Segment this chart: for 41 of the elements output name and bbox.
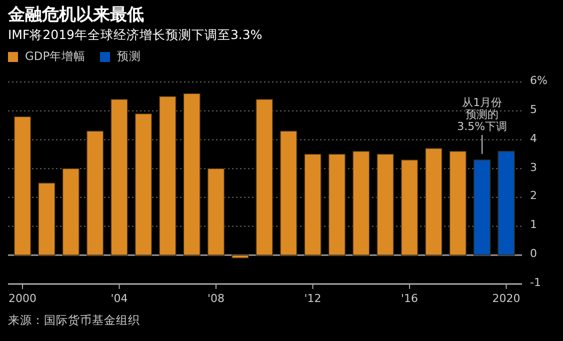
bar	[449, 150, 467, 256]
bar	[425, 148, 442, 256]
y-tick-label: 4	[530, 132, 537, 145]
bar	[280, 130, 298, 256]
bar	[328, 154, 346, 256]
bar	[207, 168, 225, 256]
bar	[62, 168, 80, 256]
x-tick-label: '16	[401, 292, 418, 305]
bar	[498, 150, 515, 256]
bar	[159, 96, 176, 256]
bar	[304, 154, 322, 256]
x-tick-label: '08	[208, 292, 225, 305]
chart-subtitle: IMF将2019年全球经济增长预测下调至3.3%	[8, 27, 262, 44]
legend-label: 预测	[117, 49, 141, 64]
bar	[110, 98, 128, 256]
x-tick-label: 2020	[492, 292, 520, 305]
x-tick-label: '12	[304, 292, 322, 305]
y-tick-label: 6%	[530, 74, 548, 87]
bar	[400, 160, 418, 256]
bar	[38, 182, 56, 256]
bar	[256, 98, 274, 256]
x-tick-label: '04	[110, 292, 128, 305]
bar	[183, 93, 200, 256]
bar	[376, 154, 394, 256]
bar	[14, 116, 32, 256]
y-tick-label: 0	[530, 247, 537, 260]
bar	[134, 113, 152, 256]
bar	[352, 150, 370, 256]
bar	[86, 130, 104, 256]
y-tick-label: -1	[530, 276, 541, 289]
bar	[473, 160, 491, 256]
chart-title: 金融危机以来最低	[8, 4, 144, 26]
annotation: 从1月份预测的3.5%下调	[457, 96, 508, 133]
y-tick-label: 5	[530, 102, 537, 116]
y-tick-label: 2	[530, 189, 537, 202]
y-tick-label: 1	[530, 218, 537, 232]
x-tick-label: 2000	[8, 292, 36, 305]
bar	[232, 254, 249, 258]
legend-label: GDP年增幅	[25, 49, 86, 64]
source-note: 来源：国际货币基金组织	[8, 313, 140, 328]
y-tick-label: 3	[530, 160, 537, 174]
